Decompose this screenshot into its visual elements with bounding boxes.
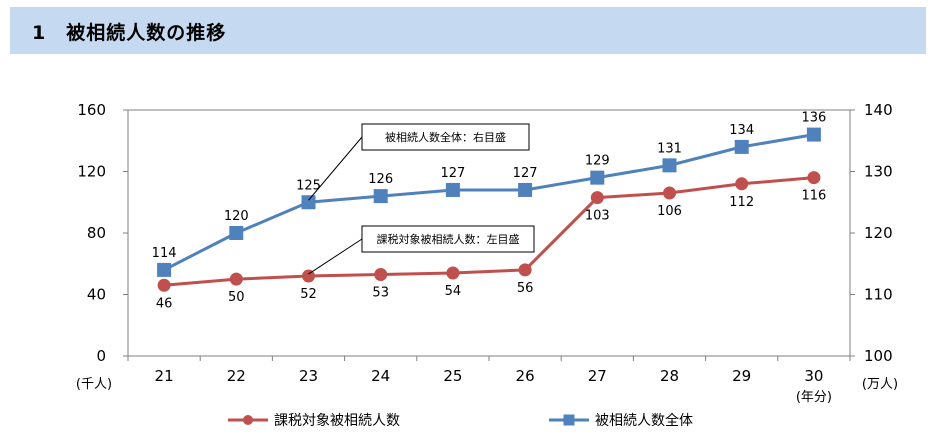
y-right-tick-label: 110 [864, 286, 893, 304]
data-point-blue [445, 182, 460, 197]
data-point-red [735, 177, 749, 191]
data-label-red: 103 [585, 209, 610, 224]
legend-item-red: 課税対象被相続人数 [228, 412, 400, 429]
data-label-blue: 127 [513, 166, 538, 181]
data-label-red: 46 [156, 296, 173, 311]
callout-red: 課税対象被相続人数：左目盛 [308, 225, 535, 275]
data-point-red [807, 171, 821, 185]
y-left-tick-label: 40 [87, 286, 106, 304]
x-tick-label: 24 [371, 367, 390, 385]
callout-blue-leader [308, 136, 363, 201]
x-tick-label: 30 [804, 367, 823, 385]
series-line-red [163, 176, 815, 287]
callout-blue-box [361, 123, 530, 151]
x-tick-label: 29 [732, 367, 751, 385]
y-right-tick-label: 140 [864, 101, 893, 119]
data-point-red [157, 278, 171, 292]
section-title: 1 被相続人数の推移 [32, 22, 227, 44]
data-label-blue: 129 [585, 154, 610, 169]
series-line-blue [163, 133, 815, 272]
data-point-blue [806, 127, 821, 142]
y-right-tick-label: 100 [864, 347, 893, 365]
data-label-red: 53 [372, 286, 389, 301]
legend: 課税対象被相続人数 被相続人数全体 [228, 412, 693, 429]
x-tick-label: 21 [155, 367, 174, 385]
y-left-tick-label: 120 [77, 163, 106, 181]
data-label-blue: 134 [729, 123, 754, 138]
data-label-blue: 127 [440, 166, 465, 181]
legend-red-label: 課税対象被相続人数 [274, 412, 400, 429]
data-point-blue [590, 170, 605, 185]
y-right-tick-label: 120 [864, 224, 893, 242]
data-point-red [229, 272, 243, 286]
data-label-red: 106 [657, 204, 682, 219]
data-point-red [590, 191, 604, 205]
x-tick-label: 27 [588, 367, 607, 385]
x-tick-label: 23 [299, 367, 318, 385]
callout-red-text: 課税対象被相続人数：左目盛 [377, 232, 520, 246]
data-point-blue [662, 158, 677, 173]
data-label-red: 52 [300, 287, 317, 302]
x-unit: (年分) [796, 390, 832, 405]
data-point-red [663, 186, 676, 200]
data-label-blue: 131 [657, 141, 682, 156]
legend-red-marker [243, 415, 253, 425]
data-label-blue: 126 [368, 172, 393, 187]
data-point-blue [301, 195, 316, 210]
legend-item-blue: 被相続人数全体 [549, 412, 693, 429]
y-right-tick-label: 130 [864, 163, 893, 181]
y-left-tick-label: 0 [96, 347, 106, 365]
x-tick-label: 28 [660, 367, 679, 385]
data-label-blue: 114 [152, 246, 177, 261]
section-header: 1 被相続人数の推移 [10, 7, 926, 54]
callout-red-box [361, 225, 535, 253]
data-point-red [446, 266, 460, 280]
y-left-unit: (千人) [76, 377, 112, 392]
callout-blue-text: 被相続人数全体：右目盛 [385, 130, 506, 144]
data-point-red [374, 268, 388, 282]
callout-blue: 被相続人数全体：右目盛 [308, 123, 530, 201]
data-label-blue: 136 [801, 111, 826, 126]
legend-blue-label: 被相続人数全体 [595, 412, 693, 429]
data-point-blue [157, 262, 172, 277]
y-right-unit: (万人) [862, 377, 898, 392]
data-label-blue: 125 [296, 178, 321, 193]
data-point-blue [229, 226, 244, 240]
x-tick-label: 22 [227, 367, 246, 385]
data-label-red: 54 [445, 284, 462, 299]
x-tick-label: 26 [516, 367, 535, 385]
data-point-red [518, 263, 532, 277]
data-point-red [302, 269, 315, 283]
y-left-tick-label: 160 [77, 101, 106, 119]
data-point-blue [734, 139, 749, 154]
y-left-tick-label: 80 [87, 224, 106, 242]
data-label-red: 112 [729, 195, 754, 210]
x-tick-label: 25 [443, 367, 462, 385]
data-label-red: 56 [517, 281, 534, 296]
data-point-blue [518, 182, 533, 197]
data-label-red: 116 [801, 189, 826, 204]
data-label-red: 50 [228, 290, 245, 305]
data-point-blue [373, 189, 388, 204]
legend-blue-marker [563, 414, 575, 426]
data-label-blue: 120 [224, 209, 249, 224]
callout-red-leader [308, 238, 363, 275]
